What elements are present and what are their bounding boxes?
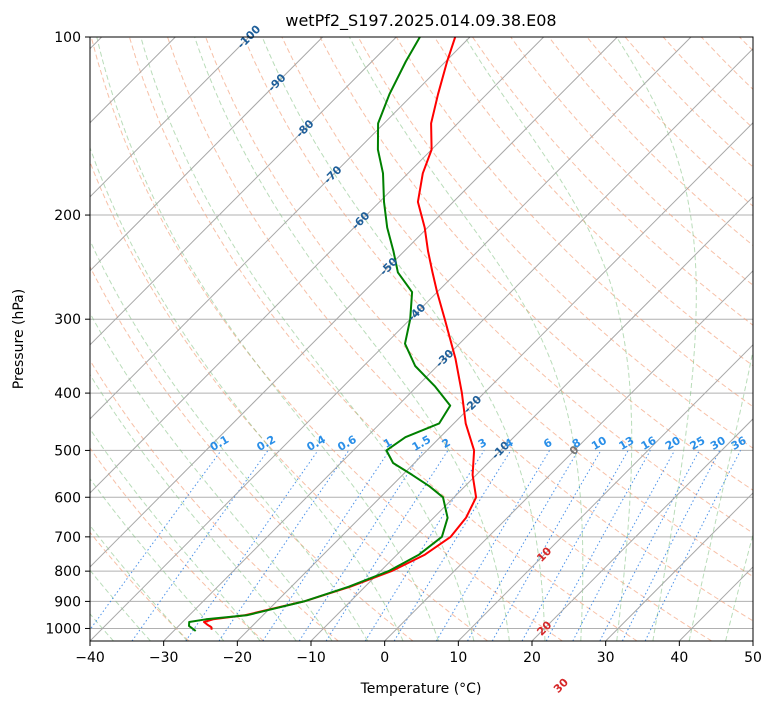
y-tick-label: 200 [54, 208, 81, 224]
mixing-ratio-line [185, 450, 319, 641]
isotherm-line [90, 37, 250, 198]
isotherm-line [752, 640, 753, 641]
moist-adiabat [90, 477, 225, 641]
mixing-ratio-line [545, 450, 651, 641]
dry-adiabat [319, 37, 753, 491]
moist-adiabat [90, 428, 261, 641]
mixing-ratio-line [572, 450, 676, 641]
isotherm-label: 30 [551, 676, 571, 696]
x-tick-label: −40 [75, 650, 105, 666]
moist-adiabat [90, 569, 151, 641]
mixing-ratio-line [298, 450, 424, 641]
y-tick-label: 700 [54, 530, 81, 546]
mixing-ratio-line [364, 450, 485, 641]
y-axis: 100 200 300 400 500 600 700 800 900 1000 [45, 30, 90, 637]
y-tick-label: 800 [54, 564, 81, 580]
isotherm-line [90, 37, 397, 346]
plot-frame [89, 36, 754, 642]
skewed-isotherms [90, 37, 753, 641]
dry-adiabat [90, 160, 488, 641]
moist-adiabat [140, 37, 475, 641]
moist-adiabat [194, 37, 510, 641]
moist-adiabat [725, 533, 753, 641]
mixing-ratio-line [621, 450, 721, 641]
x-tick-label: 20 [523, 650, 541, 666]
dry-adiabat [167, 37, 712, 641]
chart-title: wetPf2_S197.2025.014.09.38.E08 [285, 11, 556, 31]
isotherm-line [90, 37, 324, 272]
mixing-ratio-line [325, 450, 449, 641]
x-axis: −40 −30 −20 −10 0 10 20 30 40 50 [75, 641, 762, 666]
x-axis-label: Temperature (°C) [360, 681, 482, 697]
dry-adiabat [433, 37, 753, 367]
x-tick-label: −10 [296, 650, 326, 666]
y-tick-label: 900 [54, 594, 81, 610]
mixing-ratio-line [90, 450, 222, 631]
dry-adiabat [281, 37, 753, 534]
dry-adiabat [90, 37, 563, 641]
moist-adiabat [90, 524, 188, 641]
x-tick-label: −20 [223, 650, 253, 666]
profile-line-2 [188, 37, 452, 632]
moist-adiabat [348, 37, 584, 641]
isotherm-line [457, 344, 753, 641]
moist-adiabat [688, 348, 753, 641]
dry-adiabat [90, 359, 339, 641]
adiabats [90, 37, 753, 641]
moist-adiabat [90, 239, 369, 641]
x-tick-label: 10 [449, 650, 467, 666]
y-tick-label: 600 [54, 490, 81, 506]
x-tick-label: 50 [744, 650, 762, 666]
dry-adiabat [90, 531, 190, 641]
mixing-ratio-line [262, 450, 390, 641]
isotherm-line [384, 270, 753, 641]
moist-adiabat [96, 37, 439, 641]
moist-adiabat [90, 373, 297, 641]
mixing-ratio-line [393, 450, 512, 641]
y-tick-label: 100 [54, 30, 81, 46]
isotherm-line [310, 196, 753, 641]
isotherm-line [605, 492, 753, 641]
isotherm-line [90, 37, 692, 641]
y-tick-label: 300 [54, 312, 81, 328]
dry-adiabat [357, 37, 753, 449]
profile-series [188, 37, 478, 632]
x-tick-label: 30 [597, 650, 615, 666]
x-tick-label: 0 [380, 650, 389, 666]
y-tick-label: 500 [54, 443, 81, 459]
dry-adiabat [90, 447, 264, 641]
isotherm-line [531, 418, 753, 641]
y-tick-label: 400 [54, 386, 81, 402]
isotherm-line [163, 47, 753, 641]
y-tick-label: 1000 [45, 621, 81, 637]
mixing-ratio-line [521, 450, 629, 641]
y-axis-label: Pressure (hPa) [11, 289, 27, 389]
isotherm-line [236, 122, 753, 641]
isotherm-line [90, 37, 471, 420]
moist-adiabat [261, 37, 546, 641]
mixing-ratio-line [644, 450, 741, 641]
dry-adiabat [205, 37, 753, 622]
x-tick-label: −30 [149, 650, 179, 666]
plot-background [90, 37, 753, 641]
dry-adiabat [90, 265, 414, 641]
moist-adiabat [616, 37, 697, 641]
dry-adiabat [128, 37, 638, 641]
dry-adiabat [472, 37, 753, 326]
isotherm-line [90, 37, 545, 494]
isotherm-line [90, 37, 618, 568]
x-tick-label: 40 [670, 650, 688, 666]
